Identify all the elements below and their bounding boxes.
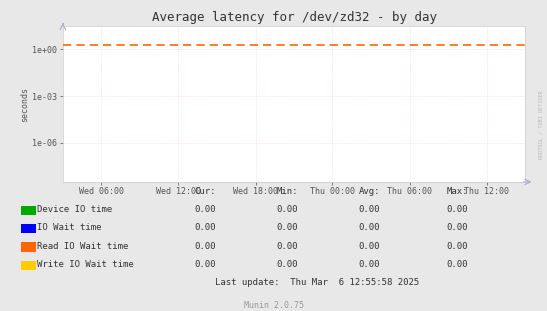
- Text: Write IO Wait time: Write IO Wait time: [37, 260, 134, 269]
- Title: Average latency for /dev/zd32 - by day: Average latency for /dev/zd32 - by day: [152, 11, 437, 24]
- Text: Munin 2.0.75: Munin 2.0.75: [243, 301, 304, 310]
- Text: 0.00: 0.00: [195, 223, 216, 232]
- Text: 0.00: 0.00: [446, 260, 468, 269]
- Text: Device IO time: Device IO time: [37, 205, 113, 214]
- Text: 0.00: 0.00: [195, 205, 216, 214]
- Text: IO Wait time: IO Wait time: [37, 223, 102, 232]
- Text: 0.00: 0.00: [195, 242, 216, 250]
- Text: 0.00: 0.00: [277, 205, 298, 214]
- Text: 0.00: 0.00: [446, 242, 468, 250]
- Text: 0.00: 0.00: [359, 242, 380, 250]
- Text: 0.00: 0.00: [446, 205, 468, 214]
- Text: 0.00: 0.00: [277, 242, 298, 250]
- Text: 0.00: 0.00: [359, 260, 380, 269]
- Y-axis label: seconds: seconds: [21, 87, 30, 122]
- Text: Last update:  Thu Mar  6 12:55:58 2025: Last update: Thu Mar 6 12:55:58 2025: [215, 278, 420, 286]
- Text: Cur:: Cur:: [195, 187, 216, 196]
- Text: 0.00: 0.00: [277, 260, 298, 269]
- Text: 0.00: 0.00: [359, 223, 380, 232]
- Text: Max:: Max:: [446, 187, 468, 196]
- Text: 0.00: 0.00: [277, 223, 298, 232]
- Text: Avg:: Avg:: [359, 187, 380, 196]
- Text: Read IO Wait time: Read IO Wait time: [37, 242, 129, 250]
- Text: Min:: Min:: [277, 187, 298, 196]
- Text: 0.00: 0.00: [446, 223, 468, 232]
- Text: 0.00: 0.00: [195, 260, 216, 269]
- Text: RRDTOOL / TOBI OETIKER: RRDTOOL / TOBI OETIKER: [538, 90, 543, 159]
- Text: 0.00: 0.00: [359, 205, 380, 214]
